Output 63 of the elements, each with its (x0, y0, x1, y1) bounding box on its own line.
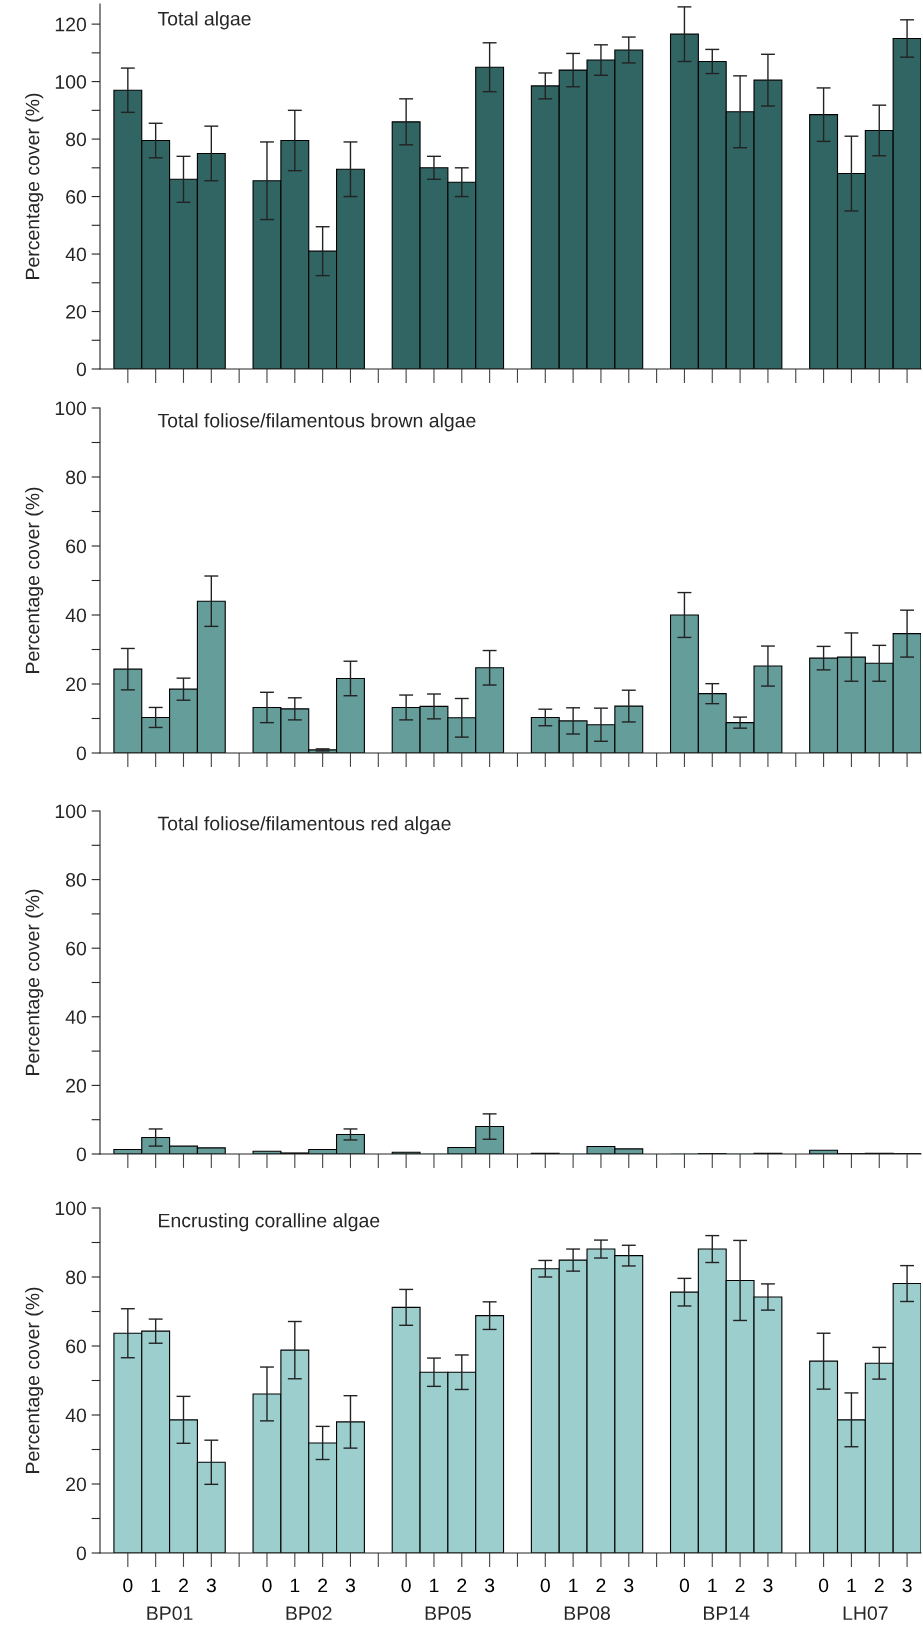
x-tick-label: 1 (708, 1578, 717, 1593)
x-tick-label: 0 (123, 1578, 133, 1593)
x-tick-label: 2 (735, 1578, 745, 1593)
chart-title: Encrusting coralline algae (159, 1213, 380, 1232)
y-tick-label: 20 (66, 304, 87, 319)
y-tick-label: 20 (66, 1477, 87, 1492)
text: BP08 (564, 1606, 610, 1621)
chart-title: Total foliose/filamentous red algae (157, 816, 451, 835)
y-axis-title: Percentage cover (%) (25, 1287, 44, 1473)
x-tick-label: 0 (679, 1578, 690, 1593)
y-tick-label: 0 (76, 1546, 87, 1561)
y-tick-label: 80 (66, 132, 87, 147)
text: BP01 (147, 1606, 193, 1621)
y-tick-label: 40 (65, 608, 87, 623)
y-axis-title: Percentage cover (%) (25, 487, 44, 673)
y-tick-label: 60 (66, 539, 87, 554)
x-tick-label: 2 (179, 1578, 188, 1593)
x-tick-label: 2 (457, 1578, 467, 1593)
y-axis-title: Percentage cover (%) (25, 889, 44, 1075)
y-tick-label: 120 (55, 17, 87, 32)
y-tick-label: 20 (66, 677, 87, 692)
x-tick-label: 2 (874, 1578, 884, 1593)
text: BP02 (286, 1606, 332, 1621)
text: BP14 (704, 1606, 750, 1620)
y-tick-label: 60 (66, 1339, 87, 1354)
x-tick-label: 1 (430, 1578, 439, 1593)
x-tick-label: 1 (569, 1578, 578, 1593)
x-tick-label: 3 (345, 1578, 356, 1593)
y-tick-label: 100 (55, 401, 87, 416)
y-tick-label: 60 (66, 941, 87, 956)
x-tick-label: 2 (596, 1578, 606, 1593)
x-tick-label: 0 (540, 1578, 550, 1593)
y-tick-label: 20 (66, 1078, 87, 1093)
y-tick-label: 80 (66, 873, 87, 887)
y-tick-label: 100 (55, 804, 87, 819)
chart-title: Total algae (157, 11, 251, 30)
y-tick-label: 0 (76, 1147, 87, 1162)
x-tick-label: 3 (484, 1578, 495, 1593)
x-tick-label: 1 (151, 1578, 161, 1593)
y-tick-label: 0 (76, 746, 87, 761)
text: LH07 (843, 1606, 888, 1621)
y-tick-label: 80 (66, 470, 87, 485)
y-tick-label: 100 (55, 75, 87, 89)
x-tick-label: 2 (318, 1578, 328, 1593)
x-tick-label: 0 (262, 1578, 272, 1593)
y-tick-label: 40 (65, 1010, 87, 1025)
y-axis-title: Percentage cover (%) (25, 93, 44, 279)
y-tick-label: 100 (55, 1201, 87, 1216)
y-tick-label: 60 (66, 190, 87, 204)
y-tick-label: 40 (65, 247, 87, 262)
x-tick-label: 3 (624, 1578, 634, 1593)
chart-title: Total foliose/filamentous brown algae (157, 413, 476, 432)
x-tick-label: 3 (206, 1578, 216, 1593)
y-tick-label: 40 (65, 1408, 87, 1423)
x-tick-label: 1 (847, 1578, 856, 1593)
x-tick-label: 0 (818, 1578, 829, 1593)
y-tick-label: 80 (66, 1270, 87, 1285)
x-tick-label: 3 (763, 1578, 773, 1593)
x-tick-label: 1 (290, 1578, 300, 1593)
x-tick-label: 3 (902, 1578, 912, 1593)
x-tick-label: 0 (401, 1578, 411, 1593)
text: BP05 (425, 1606, 471, 1621)
y-tick-label: 0 (76, 362, 87, 377)
